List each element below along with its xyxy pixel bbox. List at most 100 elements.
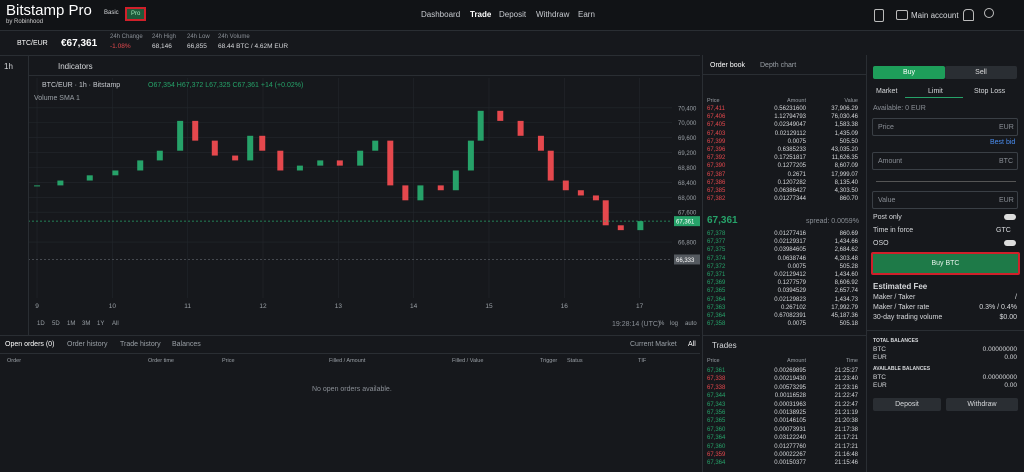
trade-time: 21:17:21: [834, 435, 858, 442]
icons: [963, 9, 974, 21]
balance-amount: 0.00: [1004, 382, 1017, 389]
bid-row: 505.18: [839, 321, 858, 328]
range[interactable]: 1D: [37, 321, 45, 327]
ask-row: 67,390: [707, 163, 726, 170]
trade-time: 21:25:27: [834, 368, 858, 374]
orders-col: Order time: [148, 358, 174, 364]
stat-label: 24h Volume: [218, 34, 250, 40]
ticker-price: €67,361: [61, 38, 98, 49]
withdraw[interactable]: Withdraw: [946, 398, 1018, 411]
ask-row: 0.1207282: [777, 179, 806, 186]
bid-row: 67,372: [707, 263, 726, 270]
range[interactable]: 3M: [82, 321, 91, 327]
nav-item[interactable]: Deposit: [499, 10, 527, 19]
buy-tab[interactable]: Buy: [873, 66, 945, 79]
mode-basic[interactable]: Basic: [104, 10, 119, 16]
nav-item[interactable]: Withdraw: [536, 10, 570, 19]
ask-row: 67,406: [707, 114, 726, 121]
ask-row: 37,906.29: [831, 106, 858, 112]
price-input[interactable]: [872, 118, 1018, 136]
range[interactable]: All: [112, 321, 119, 327]
slider[interactable]: [876, 181, 1016, 182]
orders-tab[interactable]: Trade history: [120, 341, 161, 348]
best-bid[interactable]: Best bid: [990, 139, 1016, 146]
deposit[interactable]: Deposit: [873, 398, 941, 411]
chart-option[interactable]: %: [659, 321, 665, 327]
x-tick-label: 16: [561, 303, 569, 310]
candle: [477, 110, 484, 141]
orders-tab[interactable]: Open orders (0): [5, 341, 55, 348]
bid-row: 505.28: [839, 263, 858, 270]
ask-row: 8,607.09: [834, 163, 858, 170]
ask-row: 860.70: [839, 196, 858, 203]
orders-col: Order: [7, 358, 22, 364]
bid-row: 860.69: [839, 231, 858, 237]
book-tab[interactable]: Order book: [710, 62, 746, 69]
candle: [247, 135, 254, 161]
submit[interactable]: Buy BTC: [871, 252, 1020, 275]
fee-label: Maker / Taker rate: [873, 304, 930, 311]
candle: [467, 140, 474, 171]
pair[interactable]: BTC/EUR: [17, 40, 48, 47]
bid-row: 67,378: [707, 231, 726, 237]
bid-row: 67,364: [707, 313, 726, 319]
price-tag-label: 66,333: [676, 258, 695, 264]
ask-row: 0.6385233: [777, 147, 806, 153]
orders-tab[interactable]: Balances: [172, 341, 201, 348]
nav-item[interactable]: Dashboard: [421, 10, 461, 19]
tif-value[interactable]: GTC: [996, 227, 1011, 234]
candle: [232, 155, 239, 161]
ask-row: 67,396: [707, 147, 726, 153]
mode-pro[interactable]: Pro: [125, 7, 147, 21]
ask-row: 0.17251817: [774, 155, 806, 162]
trade-time: 21:17:38: [834, 426, 858, 433]
candle: [577, 190, 584, 196]
nav-item[interactable]: Earn: [578, 10, 595, 19]
type-limit[interactable]: Limit: [928, 88, 943, 95]
limit-underline: [905, 97, 963, 98]
stat-label: 24h Low: [187, 34, 210, 40]
range[interactable]: 5D: [52, 321, 60, 327]
sell-tab[interactable]: Sell: [945, 66, 1017, 79]
candle: [602, 200, 609, 226]
orders-filter[interactable]: All: [688, 341, 696, 348]
amount-input[interactable]: [872, 152, 1018, 170]
trade-amount: 0.00269895: [774, 368, 806, 374]
divider: [0, 55, 700, 56]
balance-asset: EUR: [873, 354, 887, 361]
ask-row: 67,399: [707, 138, 726, 145]
trade-time: 21:17:21: [834, 443, 858, 450]
orders-filter[interactable]: Current Market: [630, 341, 677, 348]
value-input[interactable]: [872, 191, 1018, 209]
trade-amount: 0.03122240: [774, 435, 806, 442]
type-stop[interactable]: Stop Loss: [974, 88, 1006, 95]
ask-row: 67,386: [707, 179, 726, 186]
toggle[interactable]: [1004, 240, 1016, 246]
bid-row: 0.0394529: [777, 288, 806, 295]
chart-option[interactable]: log: [670, 321, 679, 327]
candle: [137, 160, 144, 171]
trade-time: 21:23:40: [834, 376, 858, 383]
indicators[interactable]: Indicators: [58, 62, 93, 71]
ask-row: 8,135.40: [834, 179, 858, 186]
range[interactable]: 1M: [67, 321, 76, 327]
interval[interactable]: 1h: [4, 62, 13, 71]
fee-title: Estimated Fee: [873, 282, 928, 291]
trade-amount: 0.00116528: [774, 393, 806, 400]
value-label: Value: [878, 197, 896, 204]
account[interactable]: Main account: [911, 11, 959, 20]
oso: OSO: [873, 240, 889, 247]
chart-option[interactable]: auto: [685, 321, 697, 327]
orders-tab[interactable]: Order history: [67, 341, 108, 348]
last-price: 67,361: [707, 215, 738, 226]
toggle[interactable]: [1004, 214, 1016, 220]
price-chart: 70,400 70,000 69,600 69,200 68,800 68,400 68,0…: [28, 78, 700, 310]
ask-row: 0.0075: [787, 138, 806, 145]
range[interactable]: 1Y: [97, 321, 105, 327]
book-tab[interactable]: Depth chart: [760, 62, 797, 69]
nav-item[interactable]: Trade: [470, 10, 492, 19]
candle: [617, 225, 624, 231]
post-only: Post only: [873, 214, 902, 221]
type-market[interactable]: Market: [876, 88, 898, 95]
trade-price: 67,360: [707, 426, 726, 433]
